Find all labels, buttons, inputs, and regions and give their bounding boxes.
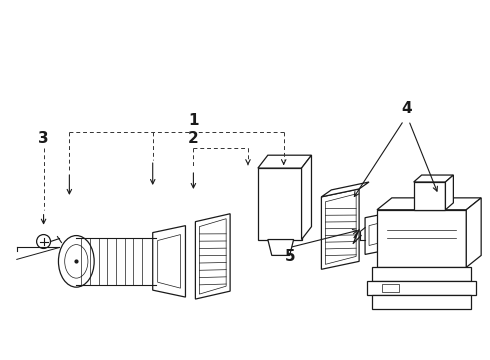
Polygon shape <box>377 198 481 210</box>
Polygon shape <box>367 281 476 295</box>
Polygon shape <box>377 210 466 267</box>
Polygon shape <box>258 168 301 239</box>
Polygon shape <box>268 239 294 255</box>
Polygon shape <box>301 155 312 239</box>
Polygon shape <box>445 175 453 210</box>
Text: 5: 5 <box>285 249 295 265</box>
Text: 3: 3 <box>38 131 49 146</box>
Polygon shape <box>321 189 359 269</box>
Text: 2: 2 <box>188 131 199 146</box>
Polygon shape <box>153 226 185 297</box>
Polygon shape <box>466 198 481 267</box>
Polygon shape <box>372 267 471 281</box>
Polygon shape <box>365 214 385 255</box>
Text: 1: 1 <box>188 113 198 129</box>
Polygon shape <box>321 182 369 197</box>
Polygon shape <box>414 182 445 210</box>
Polygon shape <box>372 295 471 309</box>
Text: 4: 4 <box>401 102 412 117</box>
Polygon shape <box>196 214 230 299</box>
Polygon shape <box>414 175 453 182</box>
Polygon shape <box>258 155 312 168</box>
